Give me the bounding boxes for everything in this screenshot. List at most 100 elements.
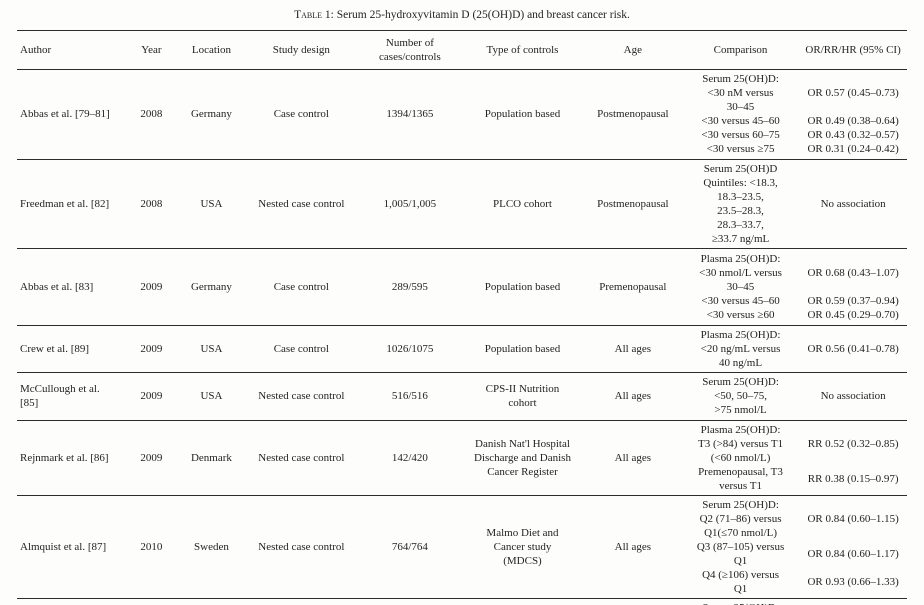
result-cell: OR 0.84 (0.60–1.15) [807, 512, 899, 525]
age-cell: All ages [614, 541, 652, 554]
comparison-results: Serum 25(OH)D Quintiles: <18.3, 18.3–23.… [682, 160, 907, 248]
comparison-results: Plasma 25(OH)D: <30 nmol/L versus 30–45 … [682, 249, 907, 325]
result-cell: OR 0.43 (0.32–0.57) [807, 129, 899, 142]
year-cell: 2009 [140, 280, 163, 293]
result-cell: OR 0.68 (0.43–1.07) [807, 266, 899, 279]
author-cell: Abbas et al. [79–81] [20, 108, 110, 121]
study-design-cell: Case control [273, 343, 329, 356]
comparison-result-pair: Plasma 25(OH)D: <20 ng/mL versus 40 ng/m… [682, 328, 907, 370]
comparison-cell: Plasma 25(OH)D: <20 ng/mL versus 40 ng/m… [700, 329, 781, 370]
table-row: McCullough et al. [85] 2009 USA Nested c… [17, 373, 907, 421]
type-of-controls-cell: Danish Nat'l Hospital Discharge and Dani… [474, 437, 571, 478]
type-of-controls-cell: Malmo Diet and Cancer study (MDCS) [486, 527, 559, 568]
table-caption-text: Serum 25-hydroxyvitamin D (25(OH)D) and … [336, 9, 630, 21]
result-cell: No association [820, 390, 886, 403]
location-cell: Germany [190, 280, 232, 293]
table-row: Abbas et al. [79–81] 2008 Germany Case c… [17, 70, 907, 160]
age-cell: Postmenopausal [597, 108, 669, 121]
study-design-cell: Nested case control [258, 390, 345, 403]
comparison-result-pair: Q4 (≥106) versus Q1 OR 0.93 (0.66–1.33) [682, 568, 907, 596]
study-design-cell: Nested case control [258, 541, 345, 554]
comparison-cell: <30 versus 60–75 [701, 129, 780, 142]
cases-controls-cell: 516/516 [391, 390, 428, 403]
comparison-result-pair: <30 versus 60–75 OR 0.43 (0.32–0.57) [682, 128, 907, 142]
col-header-comparison: Comparison [713, 43, 768, 56]
table-row: Almquist et al. [87] 2010 Sweden Nested … [17, 496, 907, 600]
comparison-result-pair: <30 versus 45–60 OR 0.49 (0.38–0.64) [682, 114, 907, 128]
age-cell: All ages [614, 343, 652, 356]
cases-controls-cell: 289/595 [391, 280, 428, 293]
author-cell: Abbas et al. [83] [20, 280, 94, 293]
comparison-results: Plasma 25(OH)D: T3 (>84) versus T1 (<60 … [682, 421, 907, 495]
age-cell: All ages [614, 390, 652, 403]
comparison-cell: <30 versus 45–60 [701, 295, 780, 308]
result-cell: OR 0.59 (0.37–0.94) [807, 295, 899, 308]
result-cell: RR 0.52 (0.32–0.85) [807, 437, 899, 450]
table-header-row: Author Year Location Study design Number… [17, 31, 907, 71]
result-cell: OR 0.49 (0.38–0.64) [807, 115, 899, 128]
year-cell: 2010 [140, 541, 163, 554]
comparison-result-pair: Plasma 25(OH)D: <30 nmol/L versus 30–45 … [682, 252, 907, 294]
comparison-result-pair: <30 versus ≥60 OR 0.45 (0.29–0.70) [682, 308, 907, 322]
comparison-result-pair: Premenopausal, T3 versus T1 RR 0.38 (0.1… [682, 465, 907, 493]
type-of-controls-cell: CPS-II Nutrition cohort [485, 383, 560, 410]
col-header-year: Year [141, 43, 162, 56]
comparison-cell: Q3 (87–105) versus Q1 [696, 541, 785, 568]
result-cell: OR 0.84 (0.60–1.17) [807, 548, 899, 561]
comparison-results: Serum 25(OH)D: Q2 (71–86) versus Q1(≤70 … [682, 496, 907, 599]
comparison-cell: Plasma 25(OH)D: <30 nmol/L versus 30–45 [699, 252, 782, 293]
comparison-result-pair: Q3 (87–105) versus Q1 OR 0.84 (0.60–1.17… [682, 540, 907, 568]
age-cell: Premenopausal [599, 280, 667, 293]
comparison-result-pair: Serum 25(OH)D Quintiles: <18.3, 18.3–23.… [682, 162, 907, 246]
author-cell: Freedman et al. [82] [20, 197, 110, 210]
comparison-cell: Serum 25(OH)D: <50, 50–75, >75 nmol/L [702, 376, 779, 417]
comparison-result-pair: <30 versus ≥75 OR 0.31 (0.24–0.42) [682, 142, 907, 156]
comparison-cell: Serum 25(OH)D: <30 nM versus 30–45 [702, 73, 779, 114]
age-cell: Postmenopausal [597, 197, 669, 210]
comparison-result-pair: Serum 25(OH)D: T3 (>27 ng/mL) versus T1 … [682, 601, 907, 605]
cases-controls-cell: 142/420 [391, 451, 428, 464]
comparison-cell: Plasma 25(OH)D: T3 (>84) versus T1 (<60 … [697, 423, 784, 464]
cases-controls-cell: 1394/1365 [386, 108, 434, 121]
comparison-cell: Q4 (≥106) versus Q1 [702, 569, 779, 596]
age-cell: All ages [614, 451, 652, 464]
table-row: Rejnmark et al. [86] 2009 Denmark Nested… [17, 421, 907, 496]
comparison-results: Serum 25(OH)D: <30 nM versus 30–45 OR 0.… [682, 70, 907, 158]
col-header-type-of-controls: Type of controls [486, 43, 559, 56]
author-cell: Crew et al. [89] [20, 343, 90, 356]
type-of-controls-cell: PLCO cohort [492, 197, 552, 210]
author-cell: Almquist et al. [87] [20, 541, 107, 554]
comparison-cell: Serum 25(OH)D: T3 (>27 ng/mL) versus T1 … [682, 601, 800, 605]
location-cell: USA [200, 197, 223, 210]
author-cell: McCullough et al. [85] [20, 383, 100, 410]
study-design-cell: Nested case control [258, 451, 345, 464]
type-of-controls-cell: Population based [484, 343, 561, 356]
comparison-cell: <30 versus ≥60 [706, 309, 775, 322]
table-caption: Table 1: Serum 25-hydroxyvitamin D (25(O… [17, 8, 907, 23]
result-cell: OR 0.57 (0.45–0.73) [807, 87, 899, 100]
year-cell: 2009 [140, 390, 163, 403]
col-header-cases-controls: Number of cases/controls [379, 36, 441, 64]
study-design-cell: Nested case control [258, 197, 345, 210]
result-cell: OR 0.45 (0.29–0.70) [807, 309, 899, 322]
location-cell: Germany [190, 108, 232, 121]
table-row: Crew et al. [89] 2009 USA Case control 1… [17, 326, 907, 374]
comparison-result-pair: Serum 25(OH)D: <50, 50–75, >75 nmol/L No… [682, 375, 907, 417]
result-cell: OR 0.93 (0.66–1.33) [807, 576, 899, 589]
study-table: Author Year Location Study design Number… [17, 29, 907, 605]
comparison-results: Plasma 25(OH)D: <20 ng/mL versus 40 ng/m… [682, 326, 907, 372]
comparison-result-pair: Plasma 25(OH)D: T3 (>84) versus T1 (<60 … [682, 423, 907, 465]
year-cell: 2008 [140, 108, 163, 121]
comparison-results: Serum 25(OH)D: <50, 50–75, >75 nmol/L No… [682, 373, 907, 419]
comparison-cell: Serum 25(OH)D Quintiles: <18.3, 18.3–23.… [703, 162, 778, 245]
comparison-cell: <30 versus ≥75 [706, 143, 775, 156]
col-header-author: Author [20, 43, 52, 56]
location-cell: USA [200, 343, 223, 356]
col-header-age: Age [623, 43, 642, 56]
author-cell: Rejnmark et al. [86] [20, 451, 109, 464]
table-row: Freedman et al. [82] 2008 USA Nested cas… [17, 160, 907, 250]
result-cell: No association [820, 197, 886, 210]
comparison-result-pair: Serum 25(OH)D: Q2 (71–86) versus Q1(≤70 … [682, 498, 907, 540]
col-header-location: Location [191, 43, 231, 56]
